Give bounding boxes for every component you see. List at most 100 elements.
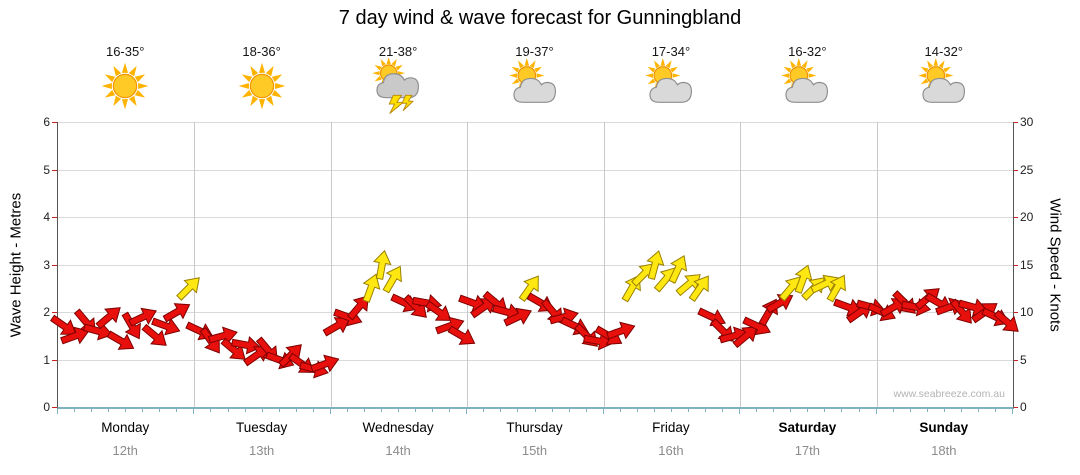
wind-arrow: [322, 317, 350, 337]
wind-arrow: [646, 249, 665, 280]
wind-arrow: [278, 343, 302, 368]
right-axis-tick-label: 20: [1020, 210, 1034, 224]
wind-arrow: [310, 354, 340, 373]
bottom-axis-tick-mark: [74, 409, 76, 412]
wind-arrow: [447, 325, 475, 345]
day-label: Tuesday: [236, 420, 288, 435]
left-axis-tick-label: 4: [43, 210, 50, 224]
date-label: 18th: [931, 443, 957, 458]
right-axis-tick-label: 5: [1020, 352, 1027, 367]
bottom-axis-tick-mark: [108, 409, 110, 412]
temperature-label: 18-36°: [242, 44, 281, 59]
wind-arrow: [151, 317, 181, 336]
grid-line-horizontal: [58, 122, 1013, 123]
bottom-axis-tick-mark: [807, 409, 809, 412]
wind-arrow: [230, 336, 261, 355]
bottom-axis-tick-mark: [875, 409, 877, 414]
bottom-axis-tick-mark: [960, 409, 962, 412]
left-axis-tick-mark: [52, 264, 57, 266]
right-axis-tick-mark: [1013, 169, 1018, 171]
left-axis-tick-label: 2: [43, 305, 50, 319]
plot-area: www.seabreeze.com.au: [49, 122, 1020, 409]
bottom-axis-tick-mark: [346, 409, 348, 412]
weather-icon-sunny: [236, 58, 288, 119]
right-axis-tick-label: 10: [1020, 305, 1034, 319]
left-axis-tick-mark: [52, 407, 57, 408]
grid-line-horizontal: [58, 217, 1013, 218]
temperature-label: 16-35°: [105, 44, 145, 59]
wind-arrow: [503, 307, 533, 327]
bottom-axis-tick-mark: [585, 409, 587, 412]
left-axis-tick-mark: [52, 217, 57, 218]
wind-arrow: [220, 337, 247, 360]
left-axis-tick-label: 5: [43, 162, 50, 177]
bottom-axis-tick-mark: [398, 409, 400, 412]
right-axis-tick-label: 25: [1020, 162, 1034, 177]
bottom-axis-tick-mark: [841, 409, 843, 412]
bottom-axis-tick-mark: [363, 409, 365, 412]
day-label: Wednesday: [362, 420, 434, 435]
grid-line-horizontal: [58, 312, 1013, 313]
day-label: Thursday: [506, 420, 563, 435]
weather-icon-partly: [781, 58, 833, 119]
left-axis-tick-mark: [52, 312, 57, 313]
wind-arrow: [95, 306, 121, 329]
bottom-axis-tick-mark: [619, 409, 621, 412]
left-axis-tick-label: 3: [43, 257, 50, 272]
grid-line-horizontal: [58, 264, 1013, 266]
bottom-axis-tick-mark: [295, 409, 297, 412]
left-axis-tick-mark: [52, 359, 57, 361]
day-label: Sunday: [919, 420, 969, 435]
bottom-axis-tick-mark: [227, 409, 229, 412]
weather-icon-partly: [508, 58, 561, 119]
date-label: 14th: [385, 443, 411, 458]
bottom-axis-tick-mark: [91, 409, 93, 412]
bottom-axis-tick-mark: [312, 409, 314, 412]
grid-line-day-boundary: [603, 122, 605, 407]
bottom-axis-tick-mark: [278, 409, 280, 412]
bottom-axis-tick-mark: [722, 409, 724, 412]
bottom-axis-tick-mark: [415, 409, 417, 412]
grid-line-day-boundary: [467, 122, 469, 407]
bottom-axis-tick-mark: [261, 409, 263, 412]
bottom-axis-tick-mark: [159, 409, 161, 412]
right-axis-tick-mark: [1013, 312, 1018, 313]
right-axis-tick-label: 0: [1020, 400, 1027, 414]
wind-arrow: [141, 323, 167, 346]
bottom-axis-tick-mark: [329, 409, 331, 414]
wind-arrow: [826, 274, 846, 303]
right-axis-tick-mark: [1013, 407, 1018, 408]
left-axis-tick-mark: [52, 169, 57, 171]
bottom-axis-tick-mark: [653, 409, 655, 412]
temperature-label: 21-38°: [378, 44, 418, 59]
weather-icon-partly: [918, 58, 970, 119]
bottom-axis-tick-mark: [687, 409, 689, 412]
bottom-axis-tick-mark: [705, 409, 707, 412]
bottom-axis-tick-mark: [858, 409, 860, 412]
left-axis-tick-label: 1: [43, 352, 50, 367]
bottom-axis-tick-mark: [500, 409, 502, 412]
day-label: Friday: [652, 420, 690, 435]
right-axis-tick-mark: [1013, 122, 1018, 123]
bottom-axis-tick-mark: [517, 409, 519, 412]
bottom-axis-tick-mark: [756, 409, 758, 412]
wind-arrow: [207, 326, 238, 345]
wind-arrow: [424, 300, 452, 321]
grid-line-day-boundary: [330, 122, 332, 407]
wind-arrow: [242, 345, 270, 367]
bottom-axis-tick-mark: [926, 409, 928, 412]
bottom-axis-tick-mark: [483, 409, 485, 412]
date-label: 16th: [658, 443, 684, 458]
wind-arrow: [688, 275, 710, 303]
weather-icon-sunny: [99, 58, 151, 119]
bottom-axis-tick-mark: [466, 409, 468, 414]
date-label: 15th: [521, 443, 548, 458]
date-label: 12th: [112, 443, 138, 458]
left-axis-tick-mark: [52, 122, 57, 123]
date-label: 17th: [794, 443, 820, 458]
bottom-axis-tick-mark: [193, 409, 195, 414]
wind-arrow: [518, 275, 539, 303]
bottom-axis-tick-mark: [977, 409, 979, 412]
temperature-label: 14-32°: [924, 44, 964, 59]
